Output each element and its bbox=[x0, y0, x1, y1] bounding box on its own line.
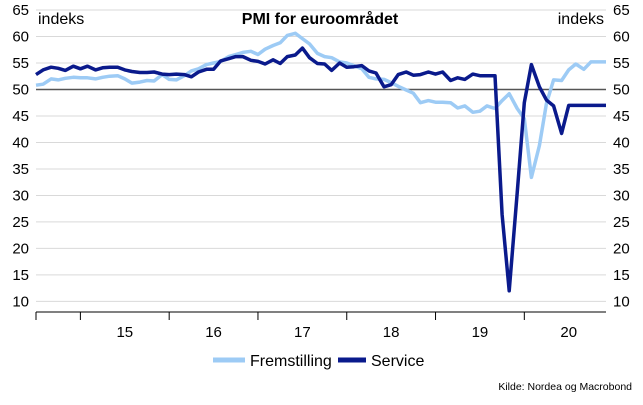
x-tick-label-18: 18 bbox=[383, 324, 400, 341]
y-tick-right-50: 50 bbox=[613, 81, 630, 98]
y-tick-right-65: 65 bbox=[613, 2, 630, 19]
y-tick-left-65: 65 bbox=[12, 2, 29, 19]
series-lines bbox=[35, 31, 606, 293]
legend-label-service: Service bbox=[371, 353, 424, 370]
x-tick-label-20: 20 bbox=[560, 324, 577, 341]
y-tick-left-10: 10 bbox=[12, 293, 29, 310]
y-tick-left-60: 60 bbox=[12, 28, 29, 45]
x-tick-label-15: 15 bbox=[116, 324, 133, 341]
y-tick-right-45: 45 bbox=[613, 108, 630, 125]
series-line-fremstilling bbox=[35, 31, 606, 180]
y-axis-left: 10 15 20 25 30 35 40 45 50 55 60 65 bbox=[12, 2, 29, 310]
y-tick-right-55: 55 bbox=[613, 55, 630, 72]
legend: Fremstilling Service bbox=[213, 353, 424, 370]
chart-title: PMI for euroområdet bbox=[242, 10, 399, 28]
x-tick-label-16: 16 bbox=[205, 324, 222, 341]
y-tick-left-30: 30 bbox=[12, 187, 29, 204]
y-tick-right-60: 60 bbox=[613, 28, 630, 45]
y-axis-right: 10 15 20 25 30 35 40 45 50 55 60 65 bbox=[613, 2, 630, 310]
y-tick-left-55: 55 bbox=[12, 55, 29, 72]
x-tick-label-19: 19 bbox=[472, 324, 489, 341]
source-note: Kilde: Nordea og Macrobond bbox=[498, 381, 632, 393]
y-tick-left-15: 15 bbox=[12, 267, 29, 284]
y-tick-left-20: 20 bbox=[12, 240, 29, 257]
y-tick-right-10: 10 bbox=[613, 293, 630, 310]
y-tick-left-45: 45 bbox=[12, 108, 29, 125]
y-tick-right-15: 15 bbox=[613, 267, 630, 284]
x-axis: 15 16 17 18 19 20 bbox=[35, 311, 606, 341]
y-axis-unit-right: indeks bbox=[558, 11, 604, 28]
y-tick-left-35: 35 bbox=[12, 161, 29, 178]
y-tick-left-25: 25 bbox=[12, 214, 29, 231]
y-tick-right-20: 20 bbox=[613, 240, 630, 257]
series-line-service bbox=[35, 46, 606, 293]
y-axis-unit-left: indeks bbox=[38, 11, 84, 28]
y-tick-right-35: 35 bbox=[613, 161, 630, 178]
x-tick-label-17: 17 bbox=[294, 324, 311, 341]
legend-label-fremstilling: Fremstilling bbox=[250, 353, 332, 370]
y-tick-right-25: 25 bbox=[613, 214, 630, 231]
y-tick-left-40: 40 bbox=[12, 134, 29, 151]
y-tick-left-50: 50 bbox=[12, 81, 29, 98]
y-tick-right-40: 40 bbox=[613, 134, 630, 151]
y-tick-right-30: 30 bbox=[613, 187, 630, 204]
